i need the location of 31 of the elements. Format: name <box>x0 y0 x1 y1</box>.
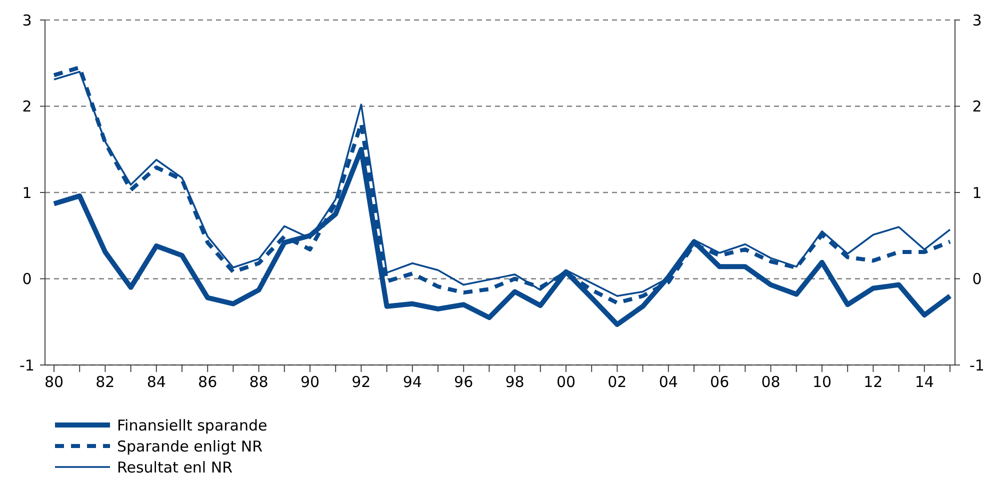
y-tick-label: 3 <box>22 11 32 30</box>
x-tick-label: 06 <box>710 373 730 391</box>
y-tick-label: -1 <box>20 356 34 374</box>
x-tick-label: 80 <box>44 373 64 391</box>
legend-label: Sparande enligt NR <box>117 437 263 456</box>
y2-tick-label: 3 <box>972 11 982 30</box>
x-tick-label: 96 <box>454 373 474 391</box>
x-tick-label: 08 <box>761 373 780 391</box>
x-tick-label: 84 <box>146 373 166 391</box>
x-tick-label: 90 <box>300 373 320 391</box>
x-tick-label: 88 <box>249 373 268 391</box>
x-tick-label: 82 <box>96 373 115 391</box>
legend-label: Resultat enl NR <box>117 458 233 476</box>
y-tick-label: 1 <box>22 184 32 202</box>
x-tick-label: 14 <box>914 373 934 391</box>
y-tick-label: 2 <box>22 98 32 116</box>
x-tick-label: 94 <box>402 373 422 391</box>
x-tick-label: 10 <box>812 373 832 391</box>
legend-label: Finansiellt sparande <box>117 416 268 434</box>
x-tick-label: 00 <box>556 373 576 391</box>
x-tick-label: 86 <box>198 373 218 391</box>
y2-tick-label: -1 <box>970 356 984 374</box>
x-tick-label: 92 <box>352 373 371 391</box>
x-tick-label: 02 <box>608 373 627 391</box>
x-tick-label: 98 <box>505 373 524 391</box>
y2-tick-label: 0 <box>972 270 982 288</box>
y2-tick-label: 2 <box>972 98 982 116</box>
x-tick-label: 04 <box>658 373 678 391</box>
x-tick-label: 12 <box>864 373 883 391</box>
y-tick-label: 0 <box>22 270 32 288</box>
y2-tick-label: 1 <box>972 184 982 202</box>
